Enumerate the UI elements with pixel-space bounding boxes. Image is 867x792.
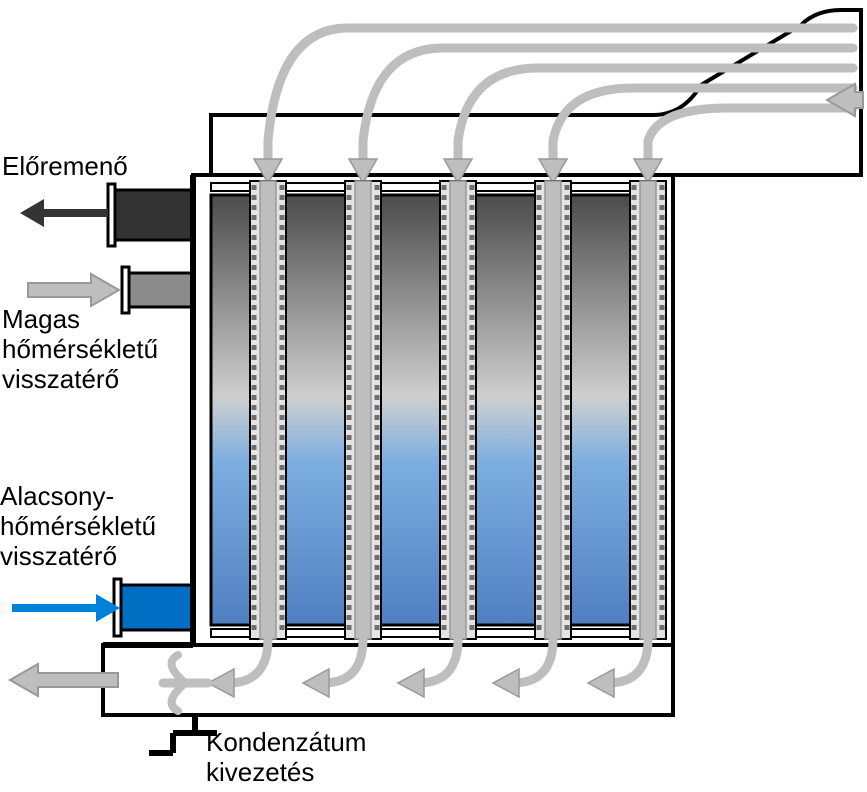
label-lowret: Alacsony- hőmérsékletű visszatérő [0,482,156,572]
label-supply: Előremenő [2,152,128,182]
label-condens: Kondenzátum kivezetés [206,728,366,788]
label-highret: Magas hőmérsékletű visszatérő [2,305,158,395]
